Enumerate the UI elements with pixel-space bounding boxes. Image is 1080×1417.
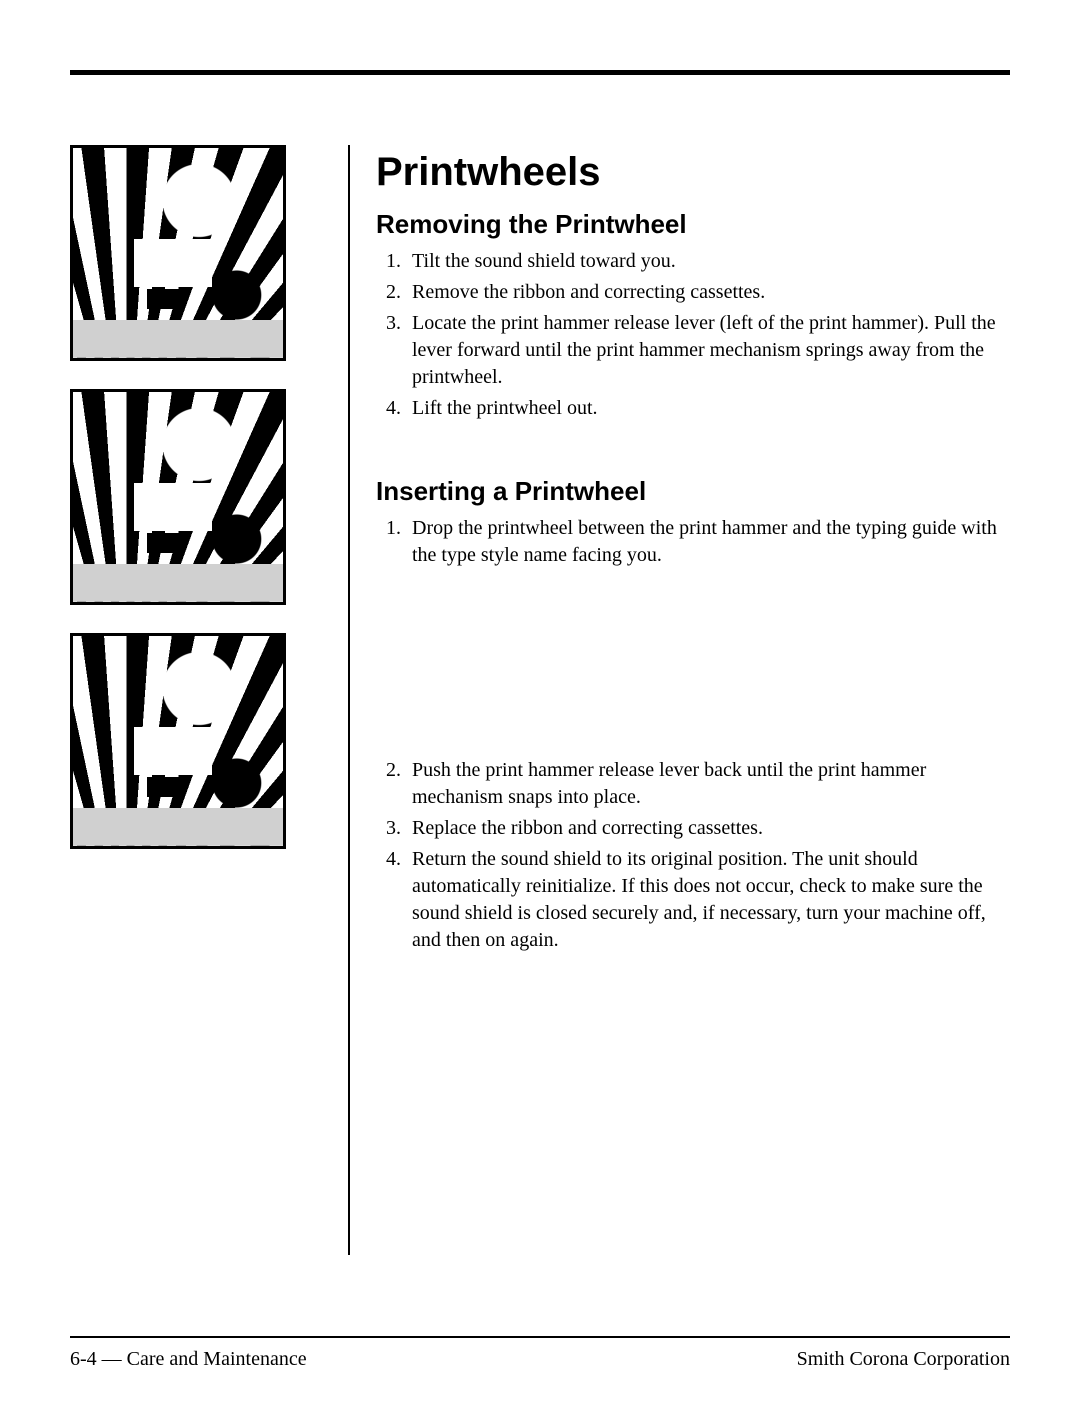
section-gap <box>376 436 1002 466</box>
removing-step: Locate the print hammer release lever (l… <box>406 310 1002 391</box>
text-column: Printwheels Removing the Printwheel Tilt… <box>376 145 1010 968</box>
mid-gap <box>376 583 1002 753</box>
content-area: Printwheels Removing the Printwheel Tilt… <box>70 145 1010 1255</box>
column-divider <box>322 145 376 1255</box>
inserting-heading: Inserting a Printwheel <box>376 474 1002 509</box>
printwheel-remove-lever-illustration <box>70 145 286 361</box>
manual-page: Printwheels Removing the Printwheel Tilt… <box>0 0 1080 1417</box>
divider-line <box>348 145 350 1255</box>
footer-right: Smith Corona Corporation <box>797 1348 1010 1371</box>
inserting-step: Push the print hammer release lever back… <box>406 757 1002 811</box>
page-title: Printwheels <box>376 145 1002 199</box>
inserting-steps-a: Drop the printwheel between the print ha… <box>376 515 1002 569</box>
inserting-step: Return the sound shield to its original … <box>406 846 1002 954</box>
inserting-steps-b: Push the print hammer release lever back… <box>376 757 1002 954</box>
footer-left: 6-4 — Care and Maintenance <box>70 1348 307 1371</box>
illustration-column <box>70 145 322 849</box>
printwheel-lever-back-illustration <box>70 633 286 849</box>
page-footer: 6-4 — Care and Maintenance Smith Corona … <box>70 1336 1010 1371</box>
top-rule <box>70 70 1010 75</box>
footer-row: 6-4 — Care and Maintenance Smith Corona … <box>70 1348 1010 1371</box>
removing-step: Lift the printwheel out. <box>406 395 1002 422</box>
removing-step: Tilt the sound shield toward you. <box>406 248 1002 275</box>
inserting-step: Drop the printwheel between the print ha… <box>406 515 1002 569</box>
inserting-step: Replace the ribbon and correcting casset… <box>406 815 1002 842</box>
removing-heading: Removing the Printwheel <box>376 207 1002 242</box>
removing-step: Remove the ribbon and correcting cassett… <box>406 279 1002 306</box>
printwheel-insert-drop-illustration <box>70 389 286 605</box>
removing-steps: Tilt the sound shield toward you. Remove… <box>376 248 1002 422</box>
footer-rule <box>70 1336 1010 1338</box>
